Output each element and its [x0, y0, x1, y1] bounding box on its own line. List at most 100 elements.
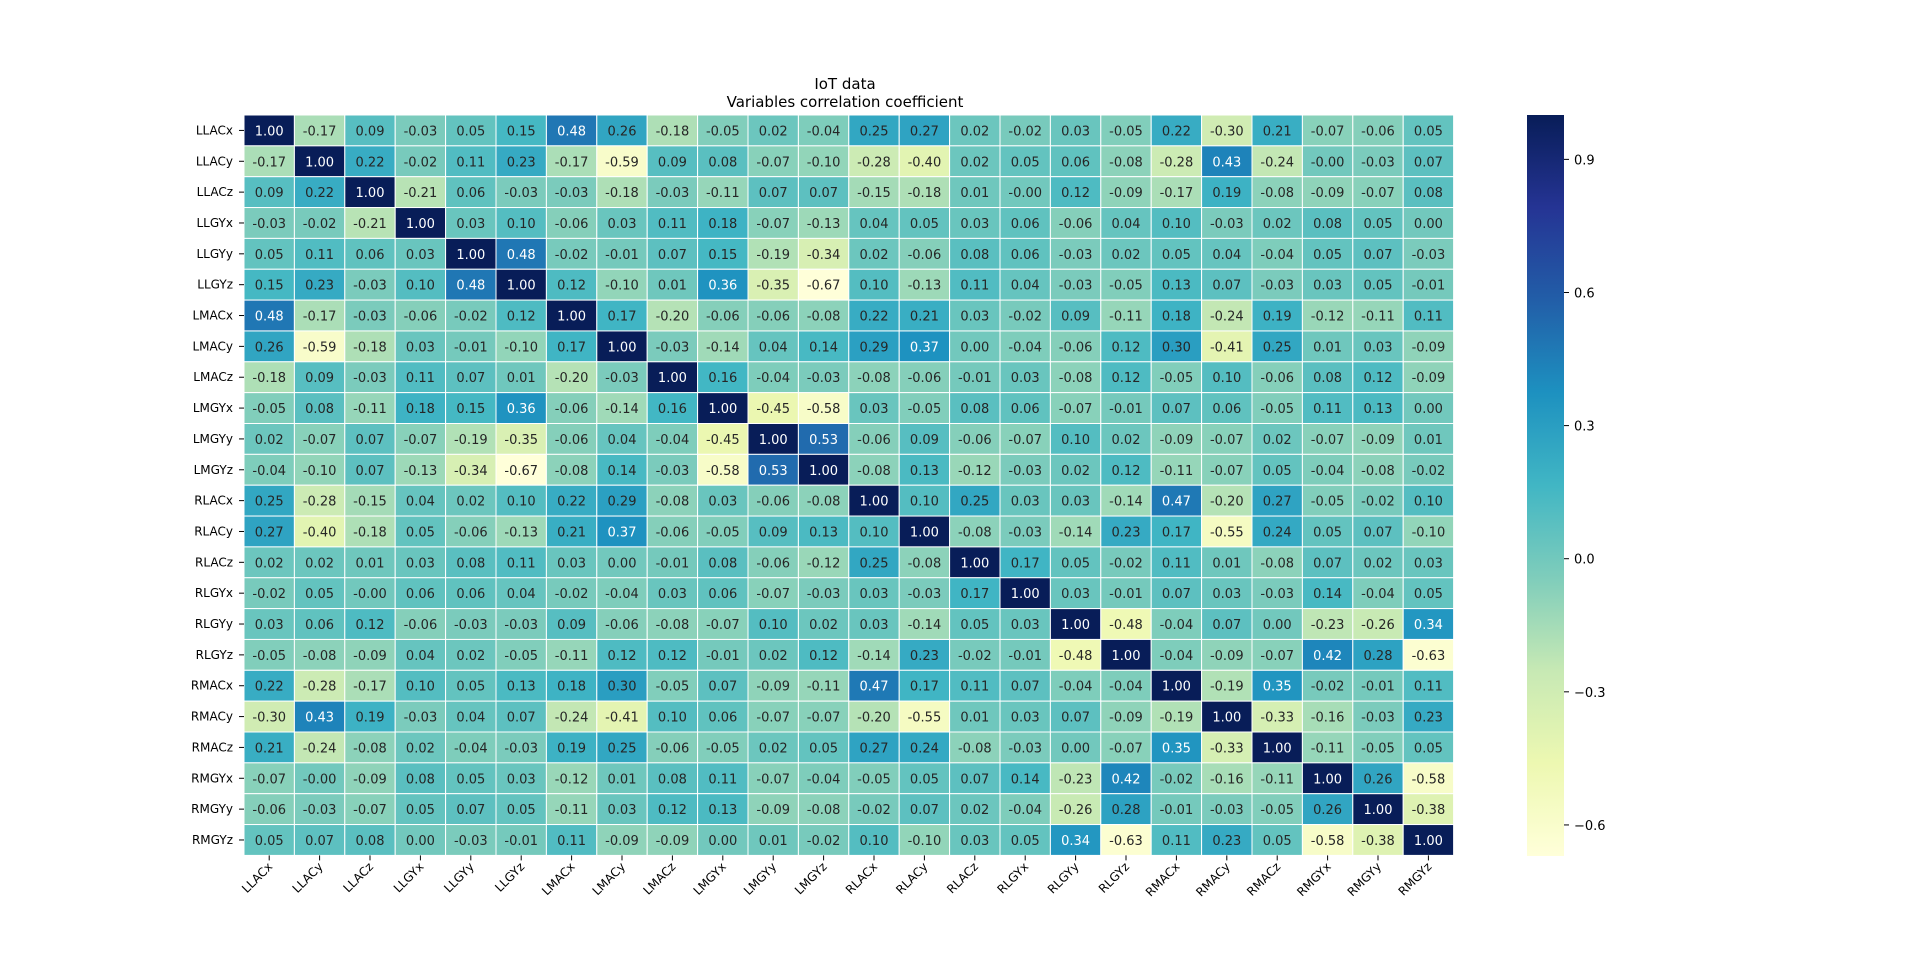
heatmap-cell — [1100, 423, 1152, 455]
heatmap-cell — [646, 762, 699, 795]
cell-value-label: 1.00 — [255, 124, 284, 139]
heatmap-cell — [1150, 546, 1203, 579]
y-tick-label: RLACx — [194, 494, 233, 508]
y-tick-label: LMACz — [193, 370, 233, 384]
x-tick-label: LMACx — [539, 860, 578, 899]
heatmap-cell — [848, 638, 900, 671]
cell-value-label: 0.03 — [1061, 124, 1090, 139]
cell-value-label: -0.05 — [1260, 803, 1294, 818]
cell-value-label: 0.12 — [1364, 371, 1393, 386]
heatmap-cell — [898, 638, 951, 671]
cell-value-label: -0.38 — [1412, 803, 1446, 818]
cell-value-label: -0.07 — [756, 772, 790, 787]
heatmap-cell — [999, 114, 1051, 147]
cell-value-label: -0.20 — [857, 711, 891, 726]
cell-value-label: -0.05 — [252, 402, 286, 417]
cell-value-label: 0.07 — [356, 433, 385, 448]
heatmap-cell — [293, 237, 346, 270]
heatmap-cell — [797, 731, 850, 764]
cell-value-label: -0.06 — [605, 618, 639, 633]
heatmap-cell — [898, 237, 951, 270]
cell-value-label: 0.06 — [406, 587, 435, 602]
cell-value-label: 0.22 — [557, 495, 586, 510]
cell-value-label: -0.34 — [454, 464, 488, 479]
heatmap-cell — [1402, 176, 1455, 209]
cell-value-label: 0.07 — [1414, 155, 1443, 170]
heatmap-cell — [1150, 330, 1203, 363]
heatmap-cell — [949, 484, 1001, 517]
heatmap-cell — [898, 114, 951, 147]
cell-value-label: 0.27 — [255, 525, 284, 540]
cell-value-label: 0.00 — [1263, 618, 1292, 633]
cell-value-label: -0.48 — [1059, 649, 1093, 664]
cell-value-label: 0.06 — [356, 248, 385, 263]
heatmap-cell — [394, 546, 447, 579]
x-tick-label: LLGYx — [391, 860, 427, 896]
cell-value-label: 0.23 — [1414, 711, 1443, 726]
cell-value-label: 0.02 — [255, 433, 284, 448]
heatmap-cell — [898, 669, 951, 702]
cell-value-label: -0.09 — [656, 834, 690, 849]
cell-value-label: -0.14 — [857, 649, 891, 664]
heatmap-cell — [1150, 762, 1203, 795]
cell-value-label: 0.02 — [456, 495, 485, 510]
x-tick-label: LLGYy — [441, 860, 477, 896]
heatmap-cell — [344, 608, 396, 640]
cell-value-label: -0.01 — [1008, 649, 1042, 664]
y-tick-label: LMACx — [192, 309, 233, 323]
cell-value-label: -0.14 — [605, 402, 639, 417]
cell-value-label: 0.17 — [1011, 556, 1040, 571]
cell-value-label: -0.02 — [454, 310, 488, 325]
heatmap-cell — [394, 299, 447, 332]
heatmap-cell — [293, 392, 346, 424]
heatmap-cell — [1301, 577, 1354, 610]
heatmap-cell — [545, 299, 598, 332]
heatmap-cell — [1402, 731, 1455, 764]
cell-value-label: 0.02 — [860, 248, 889, 263]
cell-value-label: 0.15 — [255, 279, 284, 294]
cell-value-label: -0.09 — [1361, 433, 1395, 448]
cell-value-label: -0.08 — [656, 618, 690, 633]
heatmap-cell — [495, 484, 547, 517]
cell-value-label: 0.06 — [1011, 402, 1040, 417]
cell-value-label: -0.07 — [1210, 464, 1244, 479]
cell-value-label: 0.10 — [406, 680, 435, 695]
cell-value-label: -0.08 — [1109, 155, 1143, 170]
y-tick-label: RLGYx — [195, 586, 233, 600]
cell-value-label: -0.05 — [908, 402, 942, 417]
cell-value-label: 0.01 — [960, 711, 989, 726]
cell-value-label: 0.16 — [708, 371, 737, 386]
cell-value-label: 0.08 — [1313, 217, 1342, 232]
cell-value-label: -0.02 — [857, 803, 891, 818]
cell-value-label: 0.11 — [1414, 680, 1443, 695]
heatmap-cell — [495, 793, 547, 826]
cell-value-label: -0.05 — [1311, 495, 1345, 510]
cell-value-label: -0.05 — [1160, 371, 1194, 386]
y-tick-label: RLGYy — [195, 617, 233, 631]
heatmap-cell — [1100, 268, 1152, 301]
cell-value-label: -0.03 — [656, 340, 690, 355]
heatmap-cell — [797, 824, 850, 856]
y-tick-label: RLGYz — [196, 648, 233, 662]
cell-value-label: -0.03 — [1008, 464, 1042, 479]
cell-value-label: -0.08 — [807, 310, 841, 325]
cell-value-label: -0.10 — [1412, 525, 1446, 540]
heatmap-cell — [949, 361, 1001, 394]
heatmap-cell — [898, 515, 951, 548]
cell-value-label: -0.06 — [908, 248, 942, 263]
cell-value-label: -0.03 — [1260, 587, 1294, 602]
heatmap-cell — [1049, 638, 1102, 671]
cell-value-label: -0.07 — [756, 155, 790, 170]
heatmap-cell — [797, 423, 850, 455]
heatmap-cell — [1100, 361, 1152, 394]
cell-value-label: 0.08 — [1313, 371, 1342, 386]
cell-value-label: 0.14 — [1313, 587, 1342, 602]
cell-value-label: 0.18 — [406, 402, 435, 417]
cell-value-label: -0.30 — [252, 711, 286, 726]
cell-value-label: 0.08 — [456, 556, 485, 571]
heatmap-cell — [697, 608, 749, 640]
heatmap-cell — [747, 453, 799, 486]
heatmap-cell — [1402, 114, 1455, 147]
heatmap-cell — [596, 700, 648, 733]
heatmap-cell — [1402, 237, 1455, 270]
